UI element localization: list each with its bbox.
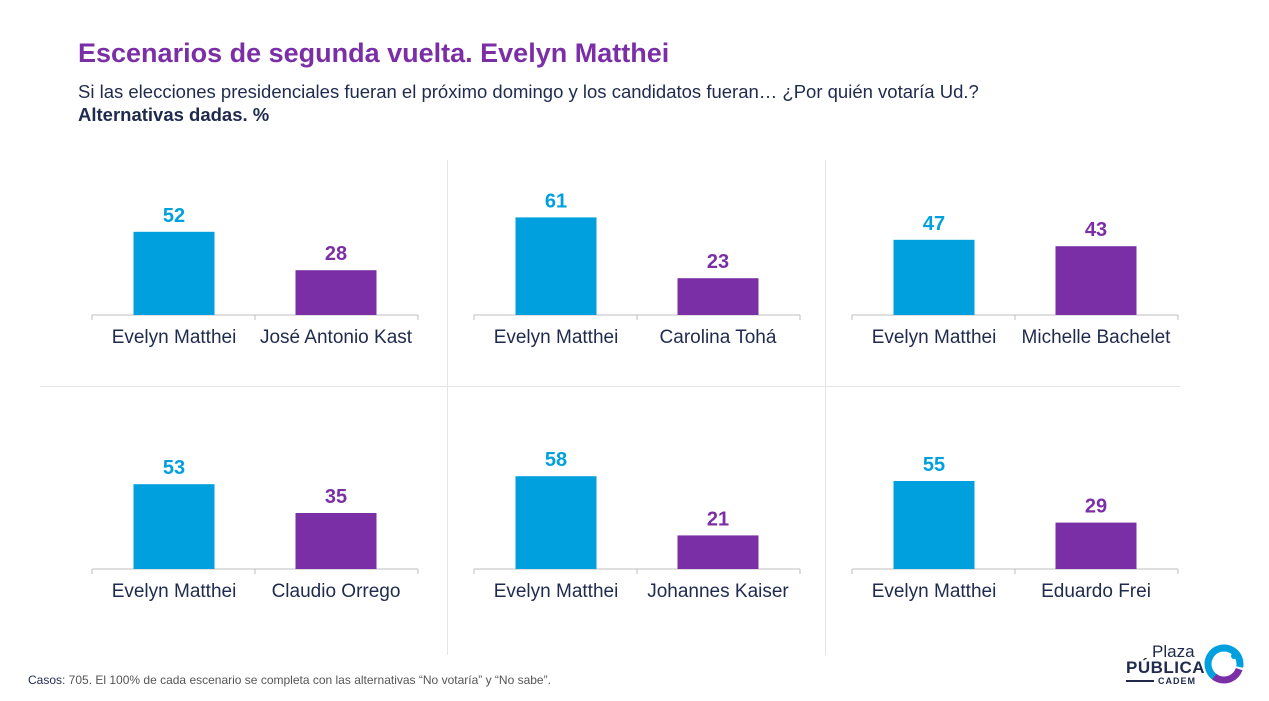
- alternatives-note: Alternativas dadas. %: [78, 104, 270, 125]
- vertical-divider-left: [447, 160, 448, 655]
- category-label: Evelyn Matthei: [111, 327, 237, 348]
- bar-rival: [295, 513, 377, 569]
- data-label: 52: [163, 205, 185, 227]
- data-label: 21: [707, 508, 729, 530]
- scenario-panel: 55 29 Evelyn Matthei Eduardo Frei: [851, 414, 1182, 644]
- category-label: Eduardo Frei: [1041, 581, 1151, 602]
- logo-mark-icon: [1204, 644, 1244, 684]
- data-label: 28: [325, 243, 347, 265]
- horizontal-divider: [40, 386, 1180, 387]
- scenario-panel: 53 35 Evelyn Matthei Claudio Orrego: [91, 414, 422, 644]
- data-label: 55: [923, 454, 945, 476]
- bar-rival: [677, 535, 759, 569]
- footer-text: : 705. El 100% de cada escenario se comp…: [62, 673, 551, 687]
- data-label: 47: [923, 213, 945, 235]
- bar-chart: 58 21: [473, 449, 801, 574]
- bar-chart: 61 23: [473, 190, 801, 320]
- bar-rival: [295, 270, 377, 315]
- data-label: 23: [707, 251, 729, 273]
- scenario-panel: 58 21 Evelyn Matthei Johannes Kaiser: [473, 414, 804, 644]
- logo-line1: Plaza: [1152, 642, 1195, 661]
- bar-rival: [1055, 522, 1137, 569]
- logo-underline: [1126, 680, 1154, 682]
- plaza-publica-logo: Plaza PÚBLICA CADEM: [1122, 640, 1247, 690]
- data-label: 61: [545, 190, 567, 212]
- category-label: Claudio Orrego: [271, 581, 401, 602]
- scenario-panel: 61 23 Evelyn Matthei Carolina Tohá: [473, 160, 804, 390]
- bar-matthei: [133, 484, 215, 569]
- footer-label: Casos: [28, 673, 63, 687]
- category-label: Carolina Tohá: [659, 327, 777, 348]
- bar-matthei: [515, 476, 597, 569]
- bar-chart: 47 43: [851, 213, 1179, 320]
- category-label: Evelyn Matthei: [493, 581, 619, 602]
- data-label: 29: [1085, 496, 1107, 518]
- bar-matthei: [515, 217, 597, 315]
- bar-rival: [677, 278, 759, 315]
- bar-matthei: [893, 481, 975, 569]
- data-label: 35: [325, 486, 347, 508]
- category-label: José Antonio Kast: [259, 327, 413, 348]
- scenario-panel: 52 28 Evelyn Matthei José Antonio Kast: [91, 160, 422, 390]
- data-label: 53: [163, 457, 185, 479]
- bar-chart: 53 35: [91, 457, 419, 574]
- bar-chart: 52 28: [91, 205, 419, 320]
- bar-rival: [1055, 246, 1137, 315]
- category-label: Michelle Bachelet: [1021, 327, 1171, 348]
- category-label: Johannes Kaiser: [647, 581, 789, 602]
- scenario-panel: 47 43 Evelyn Matthei Michelle Bachelet: [851, 160, 1182, 390]
- question-text: Si las elecciones presidenciales fueran …: [78, 81, 979, 102]
- data-label: 58: [545, 449, 567, 471]
- logo-line2: PÚBLICA: [1126, 658, 1206, 677]
- category-label: Evelyn Matthei: [111, 581, 237, 602]
- bar-matthei: [133, 231, 215, 315]
- logo-line3: CADEM: [1158, 676, 1196, 686]
- category-label: Evelyn Matthei: [871, 581, 997, 602]
- category-label: Evelyn Matthei: [493, 327, 619, 348]
- bar-matthei: [893, 239, 975, 315]
- category-label: Evelyn Matthei: [871, 327, 997, 348]
- vertical-divider-right: [825, 160, 826, 655]
- data-label: 43: [1085, 219, 1107, 241]
- page-title: Escenarios de segunda vuelta. Evelyn Mat…: [78, 38, 670, 68]
- footer-note: Casos: 705. El 100% de cada escenario se…: [28, 673, 551, 687]
- bar-chart: 55 29: [851, 454, 1179, 574]
